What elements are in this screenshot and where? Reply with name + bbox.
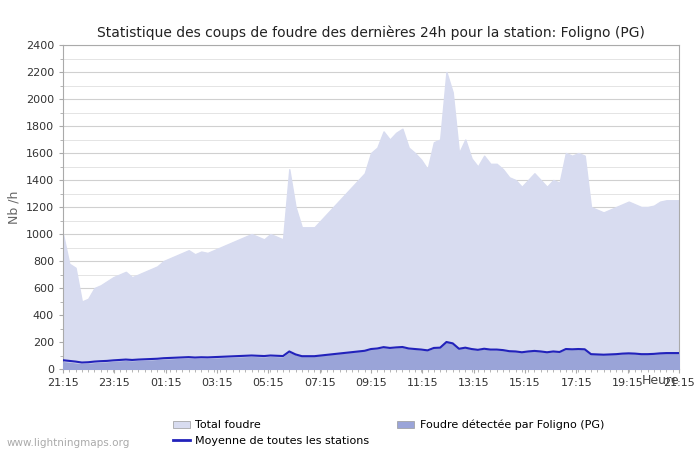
Text: Heure: Heure — [641, 374, 679, 387]
Text: www.lightningmaps.org: www.lightningmaps.org — [7, 438, 130, 448]
Y-axis label: Nb /h: Nb /h — [7, 190, 20, 224]
Legend: Total foudre, Moyenne de toutes les stations, Foudre détectée par Foligno (PG): Total foudre, Moyenne de toutes les stat… — [174, 420, 604, 446]
Title: Statistique des coups de foudre des dernières 24h pour la station: Foligno (PG): Statistique des coups de foudre des dern… — [97, 25, 645, 40]
